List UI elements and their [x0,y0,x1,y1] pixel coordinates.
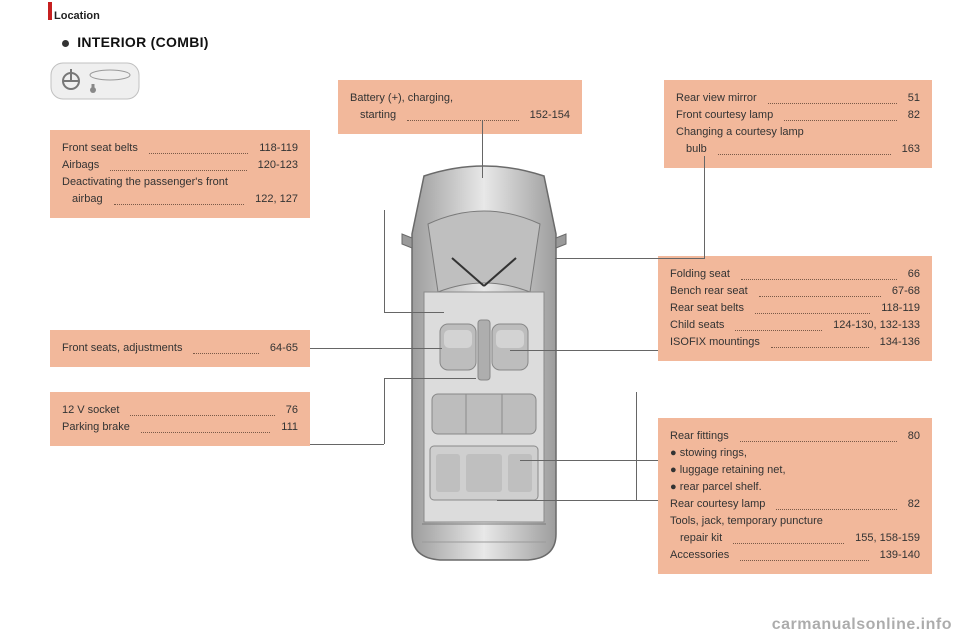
callout-page: 82 [908,496,920,513]
callout-page: 139-140 [880,547,920,564]
leader-dots [759,283,881,297]
leader-line [384,378,476,379]
callout-label: Front seat belts [62,140,138,157]
leader-dots [130,402,274,416]
leader-line [310,348,442,349]
callout-page: 163 [902,141,920,158]
callout-label: repair kit [680,530,722,547]
leader-line [482,120,483,178]
vehicle-top-view [396,164,572,564]
leader-dots [776,496,896,510]
callout-label: Front seats, adjustments [62,340,182,357]
breadcrumb-label: Location [54,10,100,22]
callout-label: Rear seat belts [670,300,744,317]
callout-page: 67-68 [892,283,920,300]
callout-label: Changing a courtesy lamp [676,124,804,141]
callout-page: 80 [908,428,920,445]
callout-page: 51 [908,90,920,107]
leader-dots [110,157,246,171]
breadcrumb: Location [54,8,100,22]
callout-battery: Battery (+), charging,starting 152-154 [338,80,582,134]
header-accent-bar [48,2,52,20]
leader-dots [141,419,270,433]
callout-label: ISOFIX mountings [670,334,760,351]
leader-dots [407,107,519,121]
leader-line [384,378,385,444]
callout-label: Parking brake [62,419,130,436]
callout-page: 64-65 [270,340,298,357]
leader-line [555,258,705,259]
callout-page: 118-119 [259,140,298,157]
leader-dots [768,90,897,104]
callout-label: Front courtesy lamp [676,107,773,124]
callout-seatbelts: Front seat belts 118-119 Airbags 120-123 Dea… [50,130,310,218]
heading-bullet-icon [62,40,69,47]
leader-line [384,210,385,312]
callout-label: Folding seat [670,266,730,283]
leader-dots [755,300,870,314]
callout-label: airbag [72,191,103,208]
callout-mirror: Rear view mirror 51 Front courtesy lamp 82 C… [664,80,932,168]
callout-label: ● rear parcel shelf. [670,479,762,496]
leader-dots [149,140,248,154]
callout-label: Airbags [62,157,99,174]
leader-dots [733,530,844,544]
watermark: carmanualsonline.info [772,616,952,634]
leader-dots [741,266,897,280]
leader-line [497,500,658,501]
leader-dots [718,141,891,155]
page-title: INTERIOR (COMBI) [62,34,209,50]
callout-socket: 12 V socket 76 Parking brake 111 [50,392,310,446]
callout-page: 120-123 [258,157,298,174]
leader-dots [193,340,258,354]
callout-page: 111 [281,419,298,436]
callout-label: Rear fittings [670,428,729,445]
callout-label: Child seats [670,317,724,334]
callout-page: 124-130, 132-133 [833,317,920,334]
leader-dots [735,317,822,331]
leader-line [704,156,705,258]
leader-line [384,312,444,313]
callout-page: 66 [908,266,920,283]
callout-page: 76 [286,402,298,419]
callout-page: 152-154 [530,107,570,124]
callout-label: ● stowing rings, [670,445,747,462]
leader-line [510,350,658,351]
callout-label: Tools, jack, temporary puncture [670,513,823,530]
callout-page: 122, 127 [255,191,298,208]
callout-page: 155, 158-159 [855,530,920,547]
callout-page: 134-136 [880,334,920,351]
leader-dots [740,547,868,561]
callout-page: 82 [908,107,920,124]
callout-front-seats: Front seats, adjustments 64-65 [50,330,310,367]
callout-label: Rear courtesy lamp [670,496,765,513]
callout-rear: Rear fittings 80 ● stowing rings,● luggage… [658,418,932,574]
heading-text: INTERIOR (COMBI) [77,34,209,50]
callout-label: ● luggage retaining net, [670,462,786,479]
leader-line [636,460,637,500]
leader-dots [771,334,869,348]
callout-label: Bench rear seat [670,283,748,300]
callout-folding: Folding seat 66 Bench rear seat 67-68 Rear s… [658,256,932,361]
leader-line [636,392,637,460]
leader-line [520,460,658,461]
leader-line [310,444,384,445]
callout-label: Accessories [670,547,729,564]
callout-page: 118-119 [881,300,920,317]
callout-label: Rear view mirror [676,90,757,107]
dashboard-pictogram [50,62,140,100]
callout-label: starting [360,107,396,124]
callout-label: Deactivating the passenger's front [62,174,228,191]
callout-label: Battery (+), charging, [350,90,453,107]
callout-label: 12 V socket [62,402,119,419]
leader-dots [784,107,897,121]
leader-dots [114,191,245,205]
leader-dots [740,428,897,442]
